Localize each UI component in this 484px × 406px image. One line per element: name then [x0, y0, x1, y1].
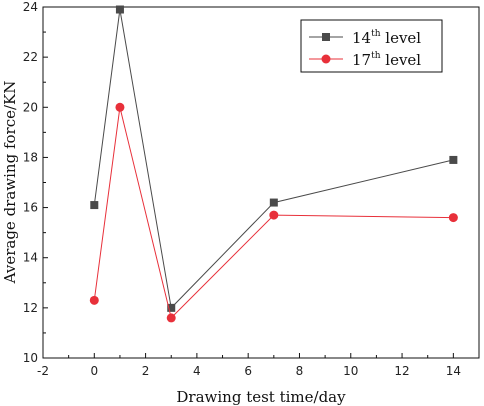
series-1-point [449, 155, 458, 164]
x-tick-label: 0 [90, 364, 98, 378]
y-tick-label: 14 [23, 251, 38, 265]
x-axis: -2 0 2 4 6 8 10 12 14 [37, 353, 461, 378]
series-1-point [269, 198, 278, 207]
legend-marker-2 [321, 54, 331, 64]
y-axis: 10 12 14 16 18 20 22 24 [23, 0, 48, 365]
legend-label-superscript: th [371, 51, 381, 61]
x-tick-label: -2 [37, 364, 49, 378]
x-tick-label: 4 [193, 364, 201, 378]
x-tick-label: 14 [446, 364, 461, 378]
legend-label-number: 14 [352, 29, 371, 47]
legend-box [300, 19, 443, 73]
series-2-point [89, 295, 99, 305]
legend-label-suffix: level [381, 29, 422, 47]
x-tick-label: 12 [394, 364, 409, 378]
y-tick-label: 24 [23, 0, 38, 14]
x-tick-label: 6 [244, 364, 252, 378]
series-1-point [167, 303, 176, 312]
legend-label-superscript: th [371, 29, 381, 39]
x-tick-label: 2 [142, 364, 150, 378]
legend-label-1: 14th level [352, 29, 421, 47]
x-tick-label: 10 [343, 364, 358, 378]
series-2-point [166, 313, 176, 323]
legend-label-2: 17th level [352, 51, 421, 69]
series-2-point [269, 210, 279, 220]
y-tick-label: 10 [23, 351, 38, 365]
y-tick-label: 18 [23, 150, 38, 164]
y-tick-label: 22 [23, 50, 38, 64]
x-tick-label: 8 [296, 364, 304, 378]
series-layer [89, 5, 458, 323]
series-2-point [115, 102, 125, 112]
y-tick-label: 16 [23, 201, 38, 215]
series-1-point [90, 201, 99, 210]
y-tick-label: 12 [23, 301, 38, 315]
series-1-point [115, 5, 124, 14]
y-axis-title: Average drawing force/KN [1, 81, 19, 285]
x-axis-title: Drawing test time/day [176, 388, 346, 406]
legend-label-number: 17 [352, 51, 371, 69]
legend-marker-1 [322, 33, 330, 41]
legend-label-suffix: level [381, 51, 422, 69]
y-tick-label: 20 [23, 100, 38, 114]
series-2-point [448, 213, 458, 223]
